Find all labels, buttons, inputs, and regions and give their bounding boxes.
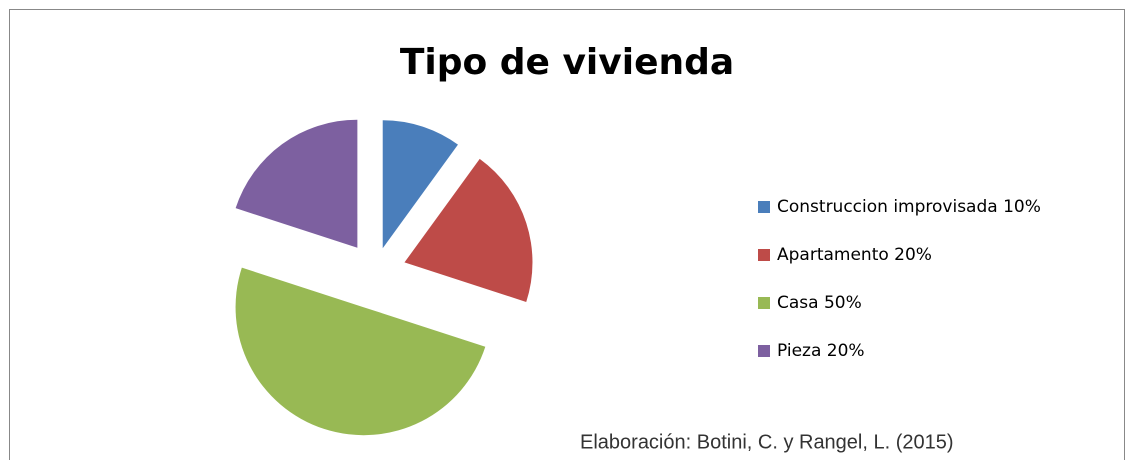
pie-slice	[404, 158, 533, 302]
legend-swatch	[758, 297, 770, 309]
legend-swatch	[758, 201, 770, 213]
legend-swatch	[758, 249, 770, 261]
chart-title: Tipo de vivienda	[400, 42, 734, 83]
pie-slice	[235, 119, 358, 248]
legend-label: Casa 50%	[777, 293, 862, 313]
legend-label: Apartamento 20%	[777, 245, 932, 265]
source-note: Elaboración: Botini, C. y Rangel, L. (20…	[580, 431, 954, 453]
legend-swatch	[758, 345, 770, 357]
legend-label: Pieza 20%	[777, 341, 865, 361]
pie-slice	[235, 267, 486, 436]
pie-slice	[382, 120, 458, 249]
chart-frame	[9, 9, 1125, 460]
legend-label: Construccion improvisada 10%	[777, 197, 1041, 217]
